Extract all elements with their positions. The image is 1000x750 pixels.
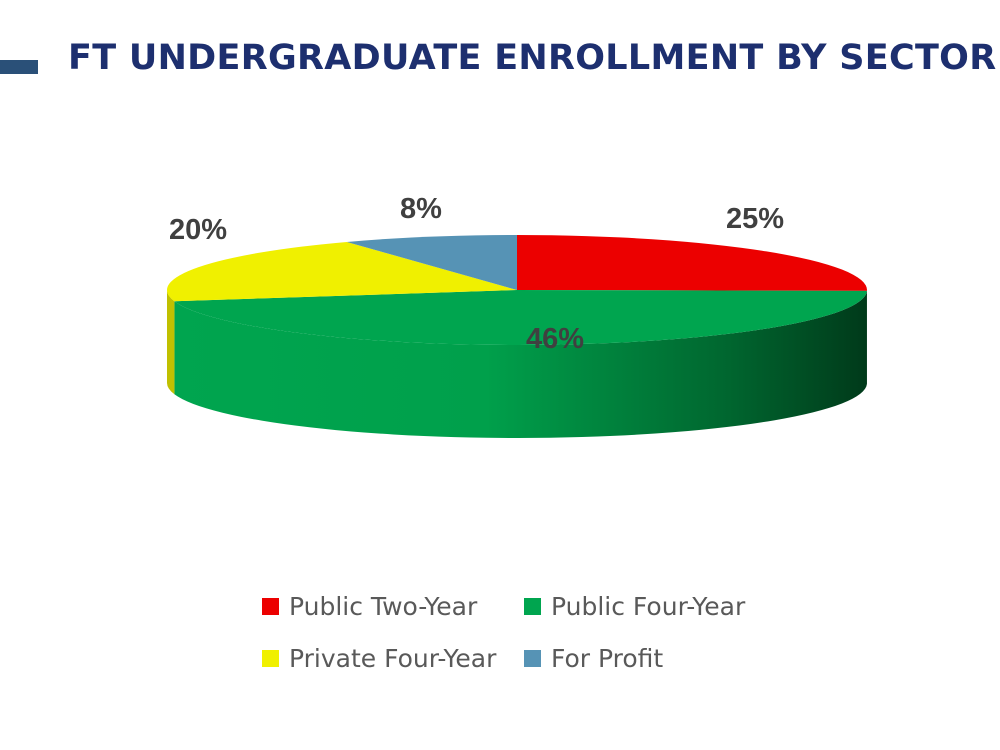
slide-title: FT UNDERGRADUATE ENROLLMENT BY SECTOR	[68, 38, 997, 78]
pie-side-2	[167, 290, 175, 395]
data-label-2: 20%	[169, 214, 227, 246]
pie-slice-0	[517, 235, 867, 291]
legend-swatch	[262, 649, 279, 667]
pie-labels: 25% 46% 20% 8%	[169, 193, 784, 355]
legend-item-private-four-year: Private Four-Year	[262, 640, 524, 676]
pie-slice-1	[174, 290, 867, 345]
legend-swatch	[524, 649, 541, 667]
legend-swatch	[262, 597, 279, 615]
data-label-1: 46%	[526, 323, 584, 355]
legend-label: Private Four-Year	[289, 643, 497, 673]
pie-sides	[167, 290, 867, 438]
legend-label: Public Four-Year	[551, 591, 746, 621]
title-accent-bar	[0, 60, 38, 74]
pie-slice-3	[346, 235, 517, 290]
legend-item-public-two-year: Public Two-Year	[262, 588, 524, 624]
legend-swatch	[524, 597, 541, 615]
pie-side-1	[174, 290, 867, 438]
legend: Public Two-Year Public Four-Year Private…	[262, 588, 822, 676]
legend-item-public-four-year: Public Four-Year	[524, 588, 814, 624]
legend-label: For Profit	[551, 643, 664, 673]
legend-label: Public Two-Year	[289, 591, 478, 621]
pie-slice-2	[166, 241, 517, 302]
pie-top	[166, 235, 867, 345]
data-label-0: 25%	[726, 203, 784, 235]
data-label-3: 8%	[400, 193, 442, 225]
legend-item-for-profit: For Profit	[524, 640, 814, 676]
